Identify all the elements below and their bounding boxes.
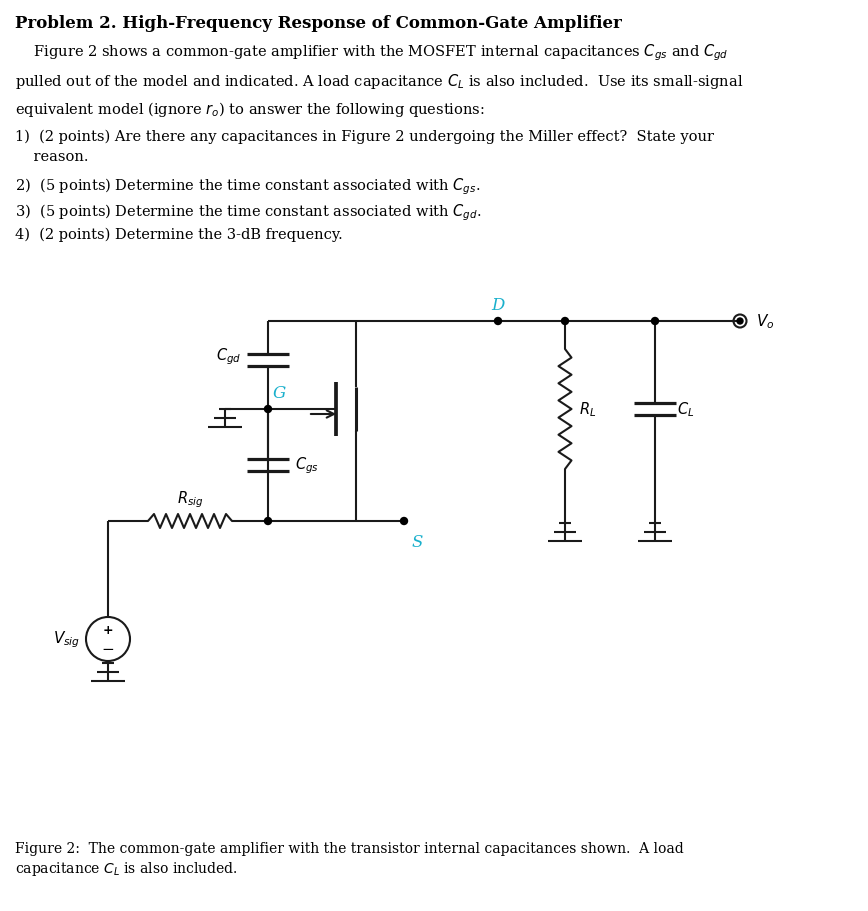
Text: Figure 2:  The common-gate amplifier with the transistor internal capacitances s: Figure 2: The common-gate amplifier with…	[15, 841, 684, 855]
Text: $C_L$: $C_L$	[677, 400, 694, 419]
Text: +: +	[102, 624, 114, 637]
Text: Figure 2 shows a common-gate amplifier with the MOSFET internal capacitances $C_: Figure 2 shows a common-gate amplifier w…	[15, 42, 743, 118]
Text: $R_L$: $R_L$	[579, 400, 596, 419]
Text: 2)  (5 points) Determine the time constant associated with $C_{gs}$.: 2) (5 points) Determine the time constan…	[15, 176, 481, 197]
Text: $C_{gd}$: $C_{gd}$	[216, 346, 241, 367]
Circle shape	[737, 319, 743, 324]
Text: 4)  (2 points) Determine the 3-dB frequency.: 4) (2 points) Determine the 3-dB frequen…	[15, 228, 343, 242]
Text: 3)  (5 points) Determine the time constant associated with $C_{gd}$.: 3) (5 points) Determine the time constan…	[15, 201, 482, 222]
Circle shape	[562, 318, 569, 325]
Circle shape	[652, 318, 659, 325]
Text: D: D	[491, 297, 504, 313]
Text: capacitance $C_L$ is also included.: capacitance $C_L$ is also included.	[15, 859, 238, 877]
Text: $V_o$: $V_o$	[756, 312, 774, 331]
Text: 1)  (2 points) Are there any capacitances in Figure 2 undergoing the Miller effe: 1) (2 points) Are there any capacitances…	[15, 130, 714, 144]
Text: −: −	[102, 641, 115, 657]
Text: reason.: reason.	[15, 149, 89, 164]
Circle shape	[495, 318, 502, 325]
Circle shape	[265, 406, 272, 413]
Circle shape	[400, 518, 407, 525]
Text: S: S	[412, 534, 424, 550]
Text: $V_{\mathit{sig}}$: $V_{\mathit{sig}}$	[53, 629, 80, 650]
Text: $C_{gs}$: $C_{gs}$	[295, 456, 319, 476]
Text: $R_{\mathit{sig}}$: $R_{\mathit{sig}}$	[177, 489, 203, 509]
Circle shape	[265, 518, 272, 525]
Text: Problem 2. High-Frequency Response of Common-Gate Amplifier: Problem 2. High-Frequency Response of Co…	[15, 15, 621, 32]
Text: G: G	[273, 384, 286, 402]
